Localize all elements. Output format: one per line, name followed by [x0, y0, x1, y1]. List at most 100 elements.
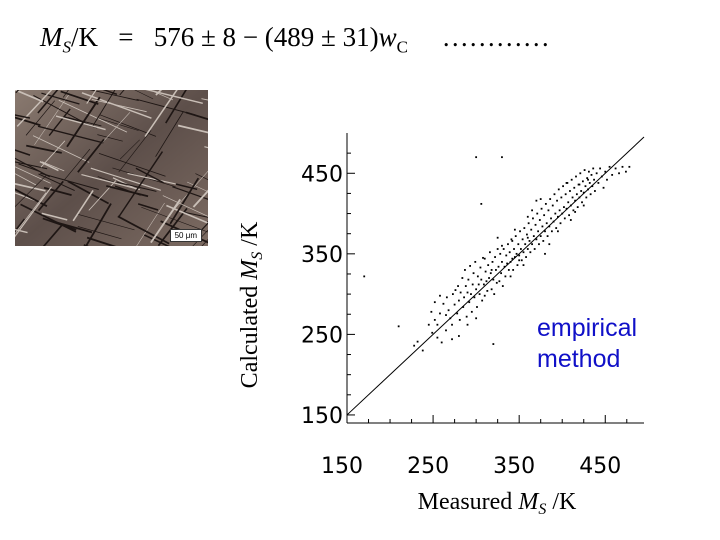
data-point — [519, 230, 521, 233]
data-point — [557, 188, 560, 191]
data-point — [397, 325, 400, 328]
equation-coefficient: (489 ± 31) — [264, 22, 379, 52]
data-point — [483, 294, 486, 297]
data-point — [558, 209, 561, 212]
data-point — [490, 288, 493, 291]
data-point — [595, 172, 598, 175]
data-point — [473, 296, 476, 299]
data-point — [416, 340, 419, 343]
data-point — [517, 243, 520, 246]
data-point — [564, 193, 567, 196]
data-point — [433, 318, 436, 321]
data-point — [532, 235, 535, 238]
data-point — [571, 196, 574, 199]
data-point — [593, 178, 595, 181]
data-point — [574, 211, 577, 213]
data-point — [535, 199, 538, 202]
data-point — [573, 186, 576, 189]
data-point — [477, 283, 480, 286]
data-point — [481, 299, 484, 302]
data-point — [611, 173, 614, 176]
data-point — [439, 294, 441, 297]
data-point — [539, 198, 542, 200]
data-point — [476, 275, 479, 278]
data-point — [557, 215, 559, 218]
x-tick-label: 450 — [579, 454, 621, 479]
data-point — [569, 219, 572, 221]
data-point — [538, 243, 540, 246]
identity-line — [346, 136, 645, 416]
data-point — [504, 275, 507, 278]
data-point — [555, 227, 558, 229]
data-point — [466, 291, 469, 294]
data-point — [546, 235, 549, 238]
data-point — [427, 323, 430, 326]
data-point — [478, 293, 481, 296]
data-point — [501, 285, 504, 287]
data-point — [529, 251, 532, 254]
data-point — [526, 236, 529, 239]
data-point — [522, 251, 525, 254]
data-point — [569, 190, 571, 192]
data-point — [522, 264, 525, 267]
scale-bar-label: 50 μm — [169, 229, 202, 242]
data-point — [457, 285, 459, 287]
data-point — [579, 172, 582, 175]
data-point — [513, 256, 516, 258]
data-point — [510, 238, 513, 241]
data-point — [602, 186, 605, 189]
data-point — [489, 272, 492, 275]
data-point — [421, 349, 424, 352]
data-point — [470, 293, 472, 296]
data-point — [556, 199, 558, 202]
data-point — [442, 302, 445, 305]
data-point — [439, 312, 441, 315]
data-point — [578, 183, 581, 186]
data-point — [486, 289, 489, 292]
equation-constant: 576 ± 8 — [153, 22, 237, 52]
y-tick-label: 350 — [301, 243, 343, 268]
data-point — [567, 201, 570, 204]
data-point — [475, 156, 478, 159]
chart-axes — [346, 133, 644, 424]
data-point — [511, 257, 514, 260]
data-point — [604, 170, 607, 173]
data-point — [519, 248, 522, 250]
data-point — [575, 175, 577, 178]
data-point — [563, 217, 566, 220]
data-point — [559, 222, 562, 225]
x-tick-label: 250 — [407, 454, 449, 479]
data-point — [553, 193, 556, 196]
data-point — [493, 293, 496, 296]
data-point — [491, 260, 494, 263]
data-point — [445, 296, 448, 299]
data-point — [503, 265, 506, 268]
equation-lhs-symbol: MS — [40, 22, 71, 57]
data-point — [590, 173, 593, 176]
data-point — [591, 185, 594, 188]
data-point — [495, 269, 497, 271]
data-point — [501, 156, 503, 159]
data-point — [628, 165, 631, 168]
data-point — [588, 170, 590, 173]
data-point — [456, 312, 459, 315]
data-point — [574, 199, 577, 202]
data-point — [454, 289, 457, 291]
micrograph-image: 50 μm — [15, 90, 208, 246]
data-point — [554, 212, 557, 215]
tick-labels: 150 250 350 450 150 250 350 450 — [301, 162, 621, 479]
data-point — [530, 228, 533, 231]
data-point — [585, 196, 588, 199]
data-point — [466, 323, 469, 326]
data-point — [484, 270, 487, 273]
data-point — [550, 230, 553, 233]
data-point — [505, 254, 508, 257]
data-point — [580, 190, 583, 192]
data-point — [594, 190, 596, 192]
data-point — [527, 222, 530, 225]
data-point — [469, 265, 472, 267]
data-point — [548, 243, 551, 246]
data-point — [462, 306, 465, 308]
data-point — [458, 335, 460, 337]
data-point — [451, 293, 454, 296]
